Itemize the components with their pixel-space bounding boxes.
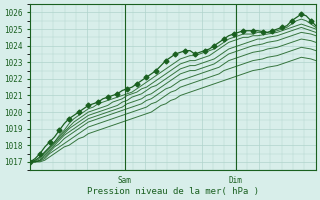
Text: Dim: Dim (229, 176, 243, 185)
Text: Sam: Sam (117, 176, 132, 185)
X-axis label: Pression niveau de la mer( hPa ): Pression niveau de la mer( hPa ) (87, 187, 259, 196)
